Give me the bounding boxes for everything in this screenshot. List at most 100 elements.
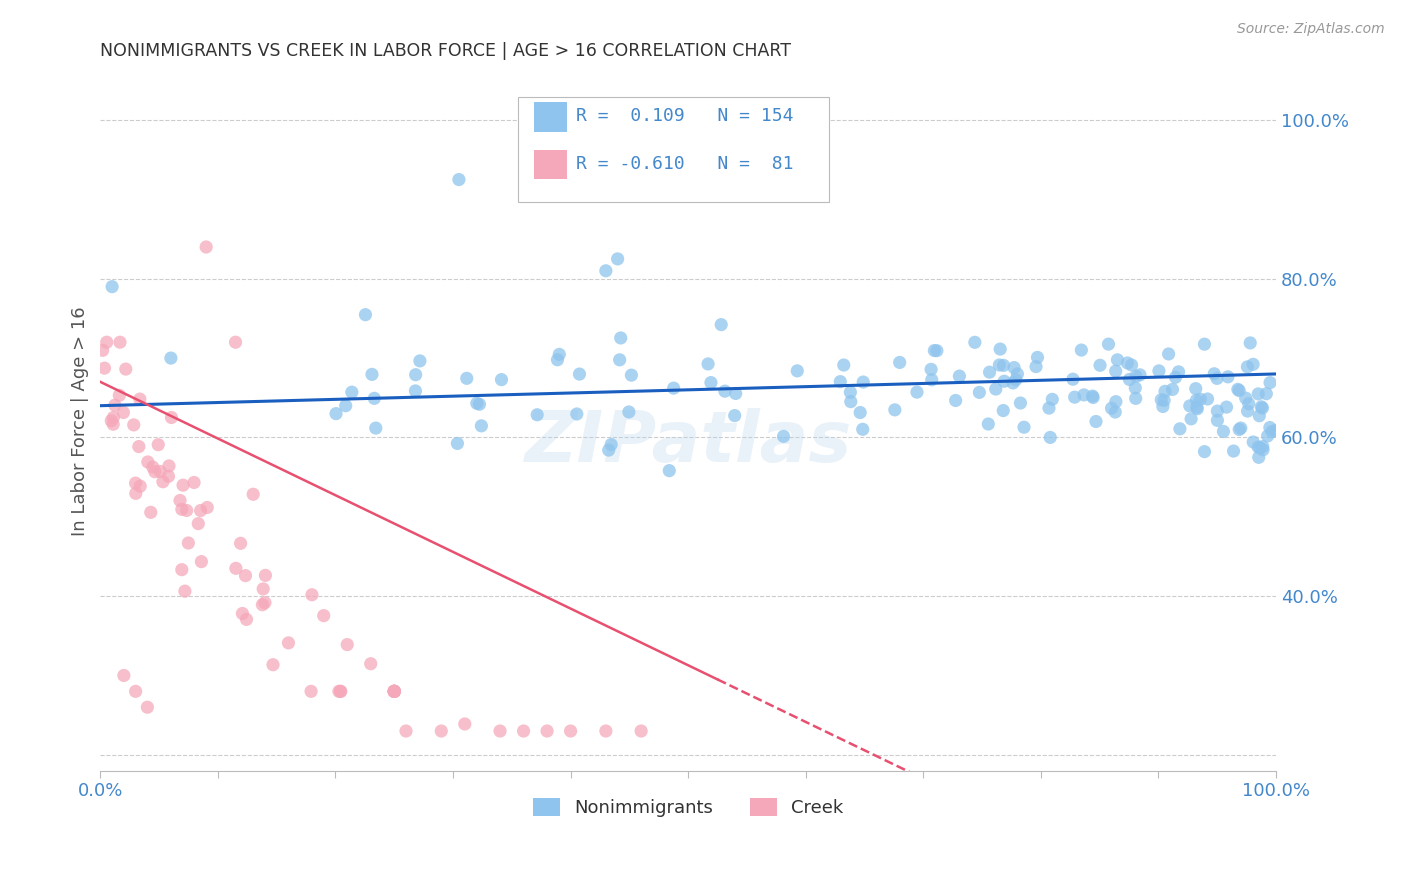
Point: [1161, 383, 1184, 397]
Point: [606, 252, 628, 266]
Point: [363, 392, 385, 406]
Point: [1247, 387, 1270, 401]
Point: [254, 568, 277, 582]
Point: [883, 402, 905, 417]
Point: [301, 588, 323, 602]
Point: [409, 354, 432, 368]
Point: [195, 240, 218, 254]
Point: [1129, 368, 1152, 382]
Point: [547, 352, 569, 367]
Bar: [534, 103, 567, 132]
Point: [108, 335, 131, 350]
Point: [988, 342, 1011, 356]
Point: [128, 392, 150, 406]
Point: [700, 376, 723, 390]
Point: [658, 464, 681, 478]
Point: [1063, 390, 1085, 404]
Point: [114, 362, 136, 376]
Point: [382, 684, 405, 698]
Point: [430, 724, 453, 739]
Point: [595, 724, 617, 739]
Point: [710, 318, 733, 332]
Point: [177, 536, 200, 550]
Point: [1184, 382, 1206, 396]
Point: [1007, 367, 1029, 381]
Point: [382, 684, 405, 698]
Point: [465, 396, 488, 410]
Point: [1185, 393, 1208, 408]
Point: [129, 479, 152, 493]
Point: [404, 384, 426, 398]
Point: [979, 365, 1001, 379]
Point: [382, 684, 405, 698]
Point: [103, 410, 125, 425]
Point: [536, 724, 558, 739]
Point: [1261, 425, 1284, 439]
Point: [468, 397, 491, 411]
Point: [609, 331, 631, 345]
Point: [1105, 364, 1128, 378]
Point: [187, 516, 209, 531]
Point: [382, 684, 405, 698]
Point: [1206, 413, 1229, 427]
Text: R = -0.610   N =  81: R = -0.610 N = 81: [576, 155, 794, 173]
Point: [103, 417, 125, 432]
Point: [617, 405, 640, 419]
Point: [1081, 389, 1104, 403]
Point: [1104, 405, 1126, 419]
Point: [852, 422, 875, 436]
Point: [176, 503, 198, 517]
Point: [491, 373, 513, 387]
Point: [1204, 367, 1226, 381]
Point: [148, 438, 170, 452]
Point: [160, 351, 183, 365]
Point: [1107, 352, 1129, 367]
Point: [235, 568, 257, 582]
Point: [1227, 422, 1250, 436]
Point: [1251, 442, 1274, 457]
Point: [1230, 421, 1253, 435]
Point: [1097, 337, 1119, 351]
Point: [122, 417, 145, 432]
Point: [609, 352, 631, 367]
Point: [104, 398, 127, 412]
Point: [160, 410, 183, 425]
Point: [183, 475, 205, 490]
Point: [1257, 429, 1279, 443]
Point: [560, 724, 582, 739]
Point: [1241, 357, 1264, 371]
Point: [1039, 430, 1062, 444]
Point: [565, 407, 588, 421]
Point: [1105, 394, 1128, 409]
Point: [382, 684, 405, 698]
Point: [1010, 396, 1032, 410]
Point: [361, 368, 384, 382]
Point: [1116, 356, 1139, 370]
Point: [360, 657, 382, 671]
Point: [993, 403, 1015, 417]
Point: [1215, 400, 1237, 414]
Point: [1150, 392, 1173, 407]
Point: [852, 375, 875, 389]
Point: [1194, 337, 1216, 351]
Point: [169, 493, 191, 508]
Point: [630, 724, 652, 739]
Point: [93, 361, 115, 376]
Point: [149, 465, 172, 479]
Point: [170, 502, 193, 516]
Point: [336, 638, 359, 652]
Point: [889, 355, 911, 369]
Point: [329, 684, 352, 698]
Point: [772, 429, 794, 443]
Point: [1249, 441, 1271, 455]
Point: [136, 455, 159, 469]
Point: [714, 384, 737, 399]
Point: [190, 555, 212, 569]
Point: [382, 684, 405, 698]
Point: [112, 405, 135, 419]
Point: [252, 598, 274, 612]
Point: [568, 367, 591, 381]
Bar: [534, 150, 567, 179]
Point: [136, 700, 159, 714]
Point: [157, 469, 180, 483]
